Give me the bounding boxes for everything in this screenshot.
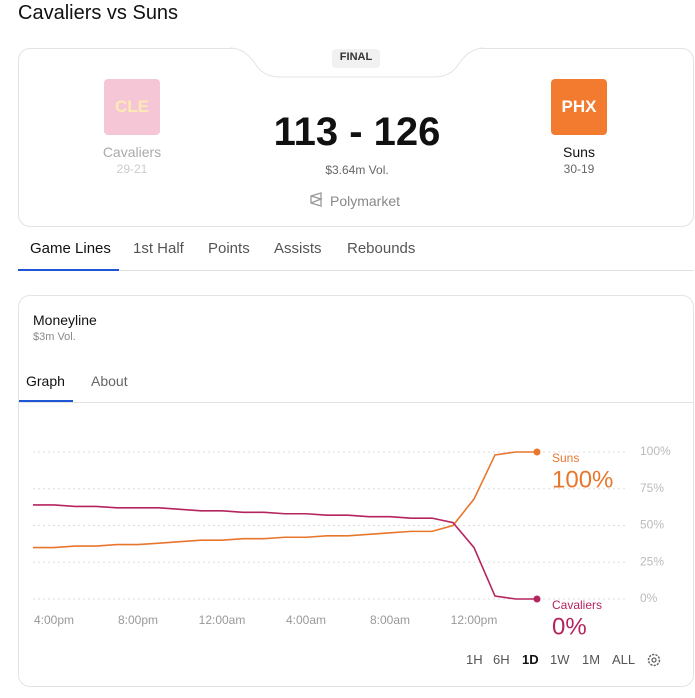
page-title: Cavaliers vs Suns: [18, 2, 179, 24]
range-button[interactable]: 6H: [493, 652, 510, 667]
end-dot: [533, 595, 541, 603]
range-button[interactable]: 1M: [582, 652, 601, 667]
y-tick-label: 0%: [640, 591, 658, 605]
market-tab[interactable]: About: [91, 373, 128, 389]
home-name: Cavaliers: [102, 144, 162, 160]
range-button[interactable]: 1W: [550, 652, 570, 667]
tab[interactable]: 1st Half: [133, 240, 184, 257]
tab[interactable]: Points: [208, 240, 250, 257]
away-record: 30-19: [563, 162, 595, 176]
away-logo: PHX: [551, 79, 607, 135]
settings-icon[interactable]: [646, 652, 662, 668]
y-tick-label: 100%: [640, 444, 671, 458]
home-record: 29-21: [116, 162, 148, 176]
x-tick-label: 8:00am: [370, 613, 410, 627]
score: 113 - 126: [273, 110, 441, 154]
series-label: Cavaliers: [552, 598, 602, 612]
market-tab-indicator: [19, 400, 73, 402]
market-title: Moneyline: [33, 312, 97, 328]
x-tick-label: 12:00pm: [451, 613, 498, 627]
market-divider: [19, 402, 693, 403]
value-label: 100%: [552, 466, 613, 493]
range-button[interactable]: ALL: [612, 652, 636, 667]
home-logo: CLE: [104, 79, 160, 135]
market-tab[interactable]: Graph: [26, 373, 65, 389]
value-label: 0%: [552, 613, 587, 640]
tabs-divider: [18, 270, 694, 271]
tab[interactable]: Game Lines: [30, 240, 111, 257]
tab-indicator: [18, 269, 119, 271]
y-tick-label: 25%: [640, 554, 664, 568]
x-tick-label: 4:00am: [286, 613, 326, 627]
x-tick-label: 8:00pm: [118, 613, 158, 627]
market-card: [18, 295, 694, 687]
y-tick-label: 50%: [640, 518, 664, 532]
range-button[interactable]: 1D: [522, 652, 539, 667]
status-notch: [229, 47, 485, 78]
series-line: [33, 504, 537, 600]
tab[interactable]: Rebounds: [347, 240, 416, 257]
chart: 0% 25% 50% 75% 100% 4:00pm 8:00pm 12:00am 4:00am…: [33, 444, 671, 640]
market-volume: $3m Vol.: [33, 331, 76, 343]
away-name: Suns: [563, 144, 595, 160]
range-button[interactable]: 1H: [466, 652, 483, 667]
end-dot: [533, 448, 541, 456]
source: Polymarket: [330, 193, 401, 209]
series-line: [33, 451, 537, 549]
tab[interactable]: Assists: [274, 240, 322, 257]
volume: $3.64m Vol.: [325, 163, 389, 177]
y-tick-label: 75%: [640, 481, 664, 495]
source-icon: [310, 192, 323, 207]
series-label: Suns: [552, 451, 579, 465]
x-tick-label: 12:00am: [199, 613, 246, 627]
status: FINAL: [339, 51, 373, 63]
x-tick-label: 4:00pm: [34, 613, 74, 627]
